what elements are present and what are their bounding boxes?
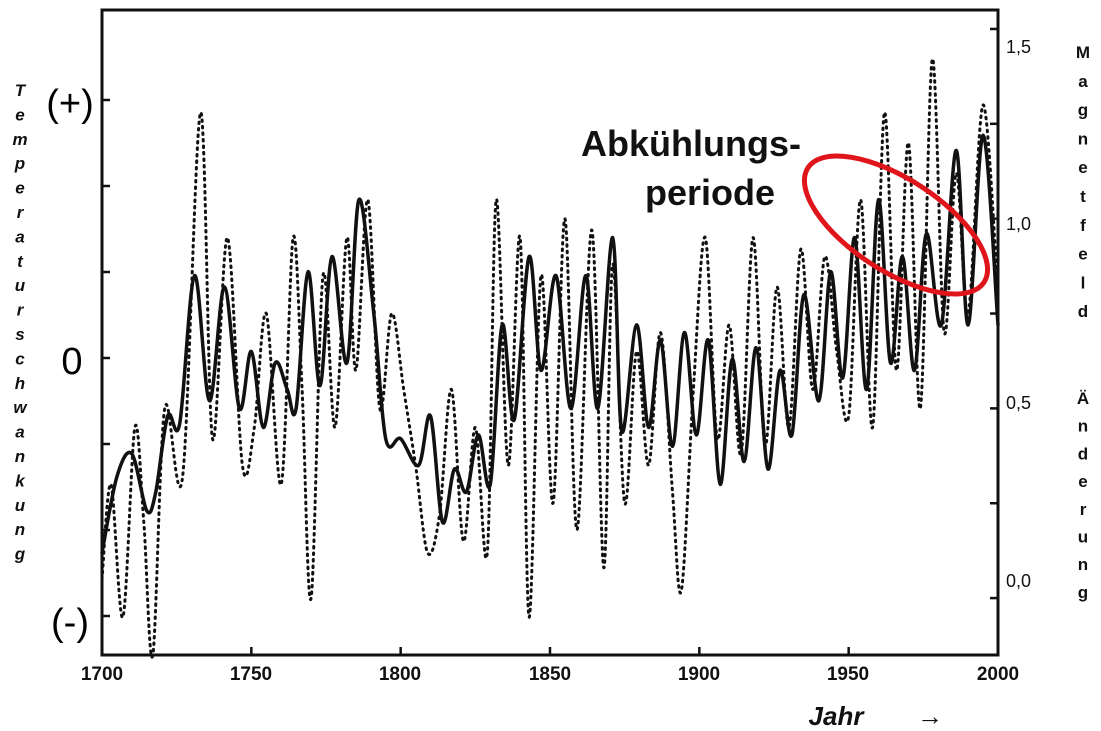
y-right-title-letter: g [1078,101,1088,120]
y-left-title-letter: u [15,276,26,295]
x-tick-label: 1950 [827,664,869,685]
y-right-title-letter: r [1080,500,1087,519]
y-left-title-letter: p [14,154,25,173]
x-tick-label: 1900 [678,664,720,685]
y-right-title-letter: n [1078,129,1088,148]
y-right-title-letter: M [1076,43,1090,62]
y-left-title-letter: r [17,301,25,320]
x-tick-label: 1700 [81,664,123,685]
y-right-tick-label: 1,5 [1006,37,1031,57]
y-right-title-letter: t [1080,187,1086,206]
y-left-title-letter: w [13,398,28,417]
y-left-title-letter: u [15,496,26,515]
y-left-title-letter: e [15,105,24,124]
x-tick-label: 1800 [379,664,421,685]
y-left-title-letter: T [15,81,27,100]
plot-frame [100,8,1000,657]
tick-layer [100,27,1000,655]
y-left-tick-zero: 0 [61,341,82,383]
y-right-tick-label: 1,0 [1006,214,1031,234]
y-left-tick-plus: (+) [46,83,94,125]
y-left-title-letter: n [15,447,25,466]
y-right-title-letter: g [1078,583,1088,602]
series-dotted-line [100,57,1000,659]
x-tick-label: 1750 [230,664,272,685]
x-tick-label: 2000 [977,664,1019,685]
y-left-title-letter: a [15,227,24,246]
series-layer [100,57,1000,659]
y-right-title-letter: e [1078,158,1087,177]
y-right-title-letter: u [1078,528,1088,547]
y-left-title-letter: m [12,130,27,149]
y-left-title-letter: e [15,179,24,198]
y-left-title-letter: g [14,545,26,564]
y-right-title-letter: e [1078,245,1087,264]
y-right-title-letter: a [1078,72,1088,91]
series-solid-line [100,133,1000,555]
y-right-title-letter: l [1081,273,1086,292]
x-tick-labels: 1700 1750 1800 1850 1900 1950 2000 [81,664,1019,685]
y-left-title-letter: s [15,325,24,344]
y-left-title-letter: h [15,374,25,393]
y-right-title-letter: Ä [1077,389,1089,408]
y-right-title-letter: e [1078,472,1087,491]
y-left-title-letter: t [17,252,24,271]
x-tick-label: 1850 [529,664,571,685]
y-right-tick-label: 0,5 [1006,393,1031,413]
y-left-title-letter: k [15,471,26,490]
y-left-title-letter: n [15,520,25,539]
y-left-title-letter: a [15,423,24,442]
x-axis-title: Jahr [809,701,866,731]
annotation-ellipse [801,153,991,297]
y-left-title-letter: r [17,203,25,222]
y-right-title-letter: d [1078,444,1088,463]
y-left-title-letter: c [15,349,25,368]
y-right-tick-label: 0,0 [1006,571,1031,591]
y-left-tick-minus: (-) [51,602,89,644]
annotation-line2: periode [645,172,775,213]
y-right-title-letter: n [1078,417,1088,436]
annotation-line1: Abkühlungs- [581,123,801,164]
y-right-title-letter: n [1078,555,1088,574]
y-right-title-letter: f [1080,216,1086,235]
y-right-title-letter: d [1078,302,1088,321]
x-axis-arrow: → [917,701,943,731]
